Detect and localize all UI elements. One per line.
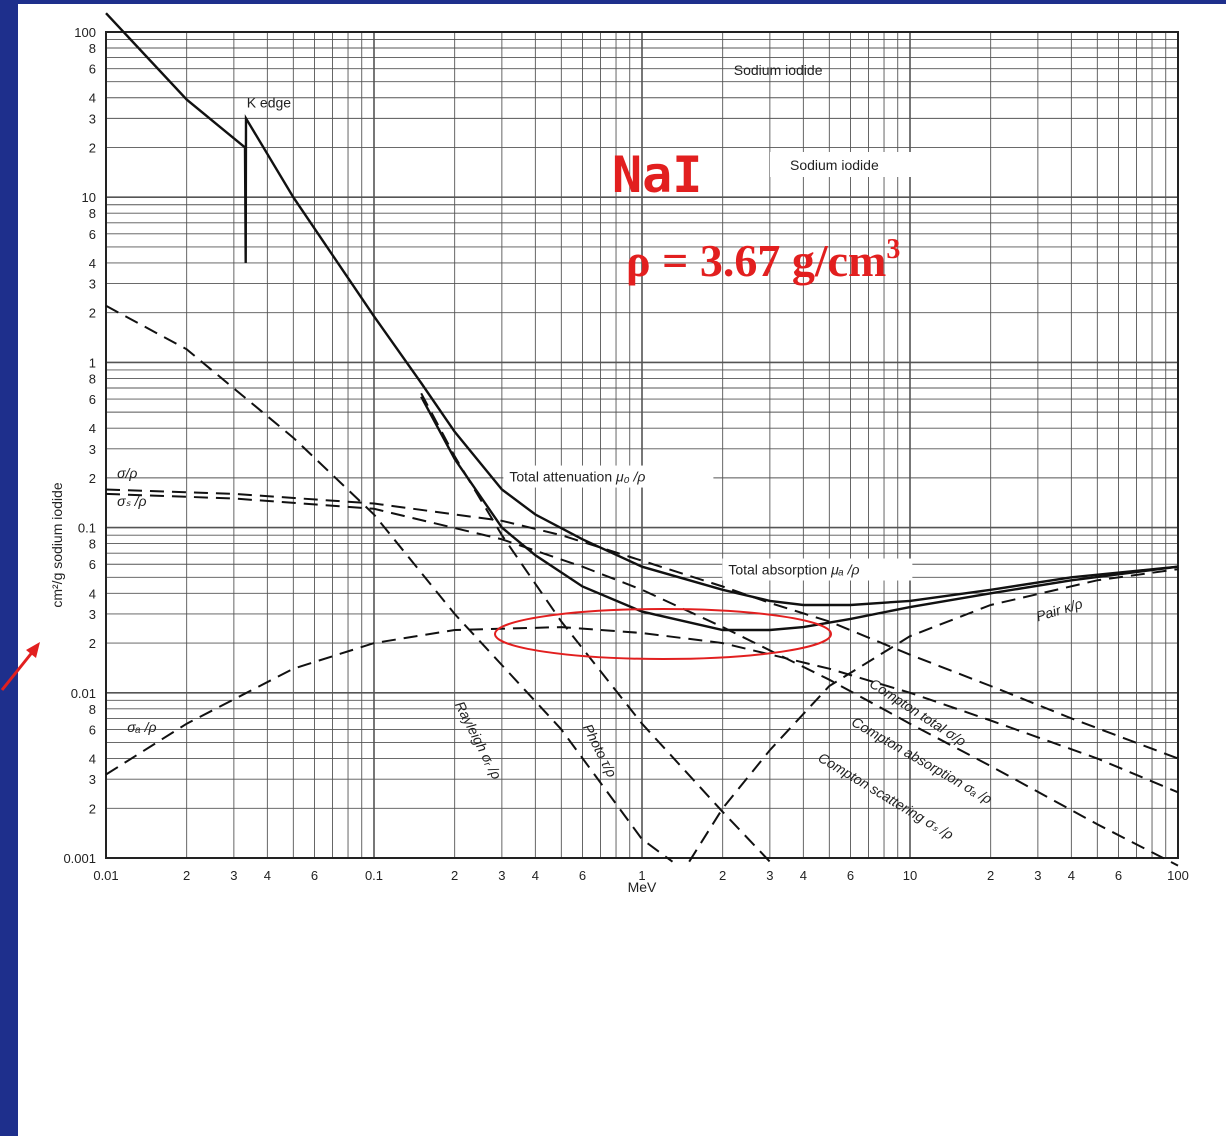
x-tick-label: 4 (800, 868, 807, 883)
x-tick-label: 2 (451, 868, 458, 883)
y-tick-label: 3 (89, 277, 96, 292)
y-tick-label: 2 (89, 306, 96, 321)
x-tick-label: 4 (1068, 868, 1075, 883)
x-tick-label: 0.1 (365, 868, 383, 883)
chart-paper (18, 4, 1226, 1136)
y-tick-label: 8 (89, 41, 96, 56)
y-tick-label: 4 (89, 256, 96, 271)
annotation-text: K edge (247, 94, 292, 110)
y-tick-label: 8 (89, 206, 96, 221)
x-tick-label: 3 (766, 868, 773, 883)
series-line-7 (688, 568, 1179, 863)
y-tick-label: 4 (89, 752, 96, 767)
y-tick-label: 3 (89, 772, 96, 787)
annotation-5: σₛ /ρ (117, 493, 146, 509)
x-tick-label: 2 (987, 868, 994, 883)
y-tick-label: 6 (89, 227, 96, 242)
y-tick-label: 100 (74, 25, 96, 40)
series-line-4 (105, 626, 1179, 794)
annotation-6: σₐ /ρ (127, 719, 156, 735)
x-tick-label: 2 (183, 868, 190, 883)
y-tick-label: 1 (89, 355, 96, 370)
x-tick-label: 100 (1167, 868, 1189, 883)
series-line-5 (105, 304, 674, 863)
annotation-1: Sodium iodide (734, 62, 823, 78)
x-tick-label: 0.01 (93, 868, 118, 883)
y-tick-label: 3 (89, 607, 96, 622)
x-tick-label: 10 (903, 868, 917, 883)
annotation-2: Total attenuation μ₀ /ρ (503, 465, 714, 488)
y-tick-label: 2 (89, 801, 96, 816)
plot-frame (105, 31, 1179, 859)
x-tick-label: 6 (311, 868, 318, 883)
curves (105, 12, 1179, 867)
y-tick-label: 4 (89, 421, 96, 436)
y-tick-label: 2 (89, 636, 96, 651)
y-tick-label: 2 (89, 471, 96, 486)
x-tick-label: 2 (719, 868, 726, 883)
x-axis-label: MeV (628, 879, 657, 895)
x-tick-label: 3 (498, 868, 505, 883)
annotation-7: Pair κ/ρ (1034, 595, 1084, 624)
series-line-6 (420, 392, 771, 863)
series-line-3 (105, 492, 1179, 867)
y-tick-label: 10 (82, 190, 96, 205)
density-label: ρ = 3.67 g/cm3 (626, 234, 900, 286)
red-arrow-icon (0, 642, 40, 691)
y-tick-label: 6 (89, 722, 96, 737)
tick-labels: 0.01 2 3 4 6 0.1 2 3 4 6 1 2 3 4 6 10 2 3 4 6 10010086432108… (63, 25, 1188, 883)
y-tick-label: 2 (89, 140, 96, 155)
y-tick-label: 8 (89, 702, 96, 717)
y-tick-label: 8 (89, 537, 96, 552)
highlight-ellipse (494, 608, 832, 660)
y-tick-label: 0.1 (78, 521, 96, 536)
x-tick-label: 4 (264, 868, 271, 883)
annotation-3: Total absorption μₐ /ρ (722, 558, 913, 581)
y-tick-label: 0.001 (63, 851, 96, 866)
y-tick-label: 8 (89, 371, 96, 386)
x-tick-label: 6 (1115, 868, 1122, 883)
annotation-4: σ/ρ (117, 465, 137, 481)
y-tick-label: 6 (89, 557, 96, 572)
annotation-text: Rayleigh σᵣ /ρ (452, 699, 505, 782)
y-tick-label: 4 (89, 586, 96, 601)
subtitle-box (770, 152, 956, 177)
y-axis-label: cm²/g sodium iodide (49, 482, 65, 607)
annotation-text: σ/ρ (117, 465, 137, 481)
annotation-text: Sodium iodide (734, 62, 823, 78)
annotation-text: σₐ /ρ (127, 719, 156, 735)
x-tick-label: 4 (532, 868, 539, 883)
y-tick-label: 0.01 (71, 686, 96, 701)
y-tick-label: 3 (89, 442, 96, 457)
series-line-1 (420, 396, 1179, 632)
x-tick-label: 1 (638, 868, 645, 883)
y-tick-label: 6 (89, 392, 96, 407)
annotation-text: σₛ /ρ (117, 493, 146, 509)
y-tick-label: 4 (89, 91, 96, 106)
annotation-0: K edge (247, 94, 292, 110)
annotation-text: Total absorption μₐ /ρ (728, 562, 859, 578)
annotation-text: Total attenuation μ₀ /ρ (509, 469, 645, 485)
chart-title: NaI (612, 146, 702, 204)
x-tick-label: 6 (579, 868, 586, 883)
annotation-text: Pair κ/ρ (1034, 595, 1084, 624)
x-tick-label: 3 (1034, 868, 1041, 883)
annotation-8: Rayleigh σᵣ /ρ (452, 699, 505, 782)
chart-subtitle: Sodium iodide (790, 157, 879, 173)
y-tick-label: 6 (89, 62, 96, 77)
x-tick-label: 3 (230, 868, 237, 883)
grid (105, 32, 1178, 859)
x-tick-label: 6 (847, 868, 854, 883)
y-tick-label: 3 (89, 111, 96, 126)
series-line-0 (105, 12, 1179, 607)
series-line-2 (105, 488, 1179, 760)
